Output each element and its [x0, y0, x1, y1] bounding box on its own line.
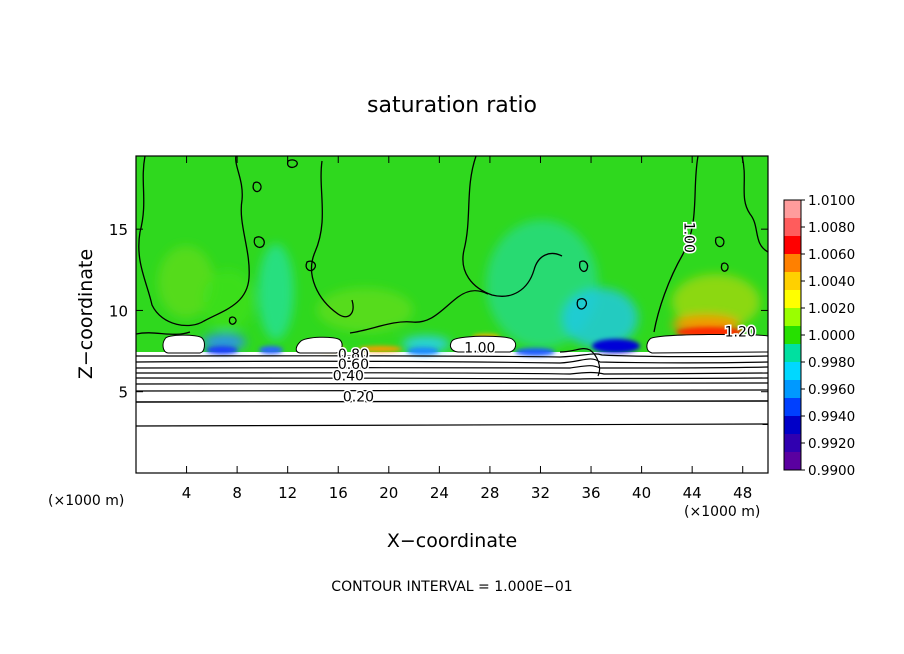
colorbar-label: 1.0000 [808, 328, 855, 344]
field-boundary-colors [206, 327, 744, 356]
colorbar-swatch [784, 344, 801, 363]
colorbar: 1.0100 1.0080 1.0060 1.0040 1.0020 1.0000 0.99… [783, 193, 855, 479]
y-axis: 5 10 15 [109, 221, 768, 402]
contour-label: 0.20 [343, 389, 374, 405]
colorbar-swatch [784, 272, 801, 291]
colorbar-swatch [784, 290, 801, 309]
y-axis-label: Z−coordinate [75, 249, 97, 379]
colorbar-label: 1.0040 [808, 274, 855, 290]
y-tick-label: 10 [109, 302, 128, 320]
field-lower-stable-layer [136, 352, 768, 473]
colorbar-swatch [784, 308, 801, 327]
x-tick-label: 40 [632, 484, 651, 502]
colorbar-swatch [784, 398, 801, 417]
x-tick-label: 20 [379, 484, 398, 502]
y-tick-label: 5 [118, 384, 128, 402]
x-unit-left: (×1000 m) [48, 493, 124, 509]
colorbar-swatch [784, 380, 801, 399]
x-tick-label: 44 [683, 484, 702, 502]
chart-title: saturation ratio [367, 93, 537, 118]
colorbar-swatch [784, 434, 801, 453]
x-tick-label: 28 [480, 484, 499, 502]
cloud-boundary-contours [136, 156, 768, 335]
x-tick-label: 16 [329, 484, 348, 502]
x-tick-label: 48 [733, 484, 752, 502]
x-tick-label: 36 [581, 484, 600, 502]
contour-label: 0.80 [338, 347, 369, 363]
colorbar-swatch [784, 362, 801, 381]
x-tick-label: 24 [430, 484, 449, 502]
colorbar-label: 0.9900 [808, 463, 855, 479]
contour-interval-note: CONTOUR INTERVAL = 1.000E−01 [331, 579, 572, 595]
x-tick-label: 12 [278, 484, 297, 502]
colorbar-swatch [784, 416, 801, 435]
stable-layer-contours [136, 348, 768, 427]
x-axis: 4 8 12 16 20 24 28 32 36 40 44 48 [182, 156, 752, 502]
colorbar-label: 1.0080 [808, 220, 855, 236]
plot-frame [135, 155, 769, 474]
field-shading [158, 220, 760, 352]
contour-label: 0.40 [333, 368, 364, 384]
x-unit-right: (×1000 m) [684, 504, 760, 520]
contour-label: 1.00 [681, 222, 697, 253]
colorbar-swatch [784, 200, 801, 219]
contour-labels: 1.00 1.00 1.20 0.800.600.40 0.20 [331, 220, 757, 407]
colorbar-label: 1.0060 [808, 247, 855, 263]
colorbar-label: 1.0100 [808, 193, 855, 209]
colorbar-label: 0.9980 [808, 355, 855, 371]
x-axis-label: X−coordinate [387, 530, 517, 552]
contour-label: 1.20 [725, 324, 756, 340]
x-tick-label: 8 [232, 484, 242, 502]
contour-label: 0.60 [338, 357, 369, 373]
x-tick-label: 4 [182, 484, 192, 502]
colorbar-swatch [784, 326, 801, 345]
colorbar-label: 1.0020 [808, 301, 855, 317]
colorbar-swatch [784, 452, 801, 471]
colorbar-label: 0.9960 [808, 382, 855, 398]
colorbar-label: 0.9920 [808, 436, 855, 452]
x-tick-label: 32 [531, 484, 550, 502]
y-tick-label: 15 [109, 221, 128, 239]
contour-label: 1.00 [464, 341, 495, 357]
plot-area [136, 156, 768, 473]
colorbar-swatch [784, 236, 801, 255]
colorbar-label: 0.9940 [808, 409, 855, 425]
colorbar-swatch [784, 218, 801, 237]
colorbar-swatch [784, 254, 801, 273]
